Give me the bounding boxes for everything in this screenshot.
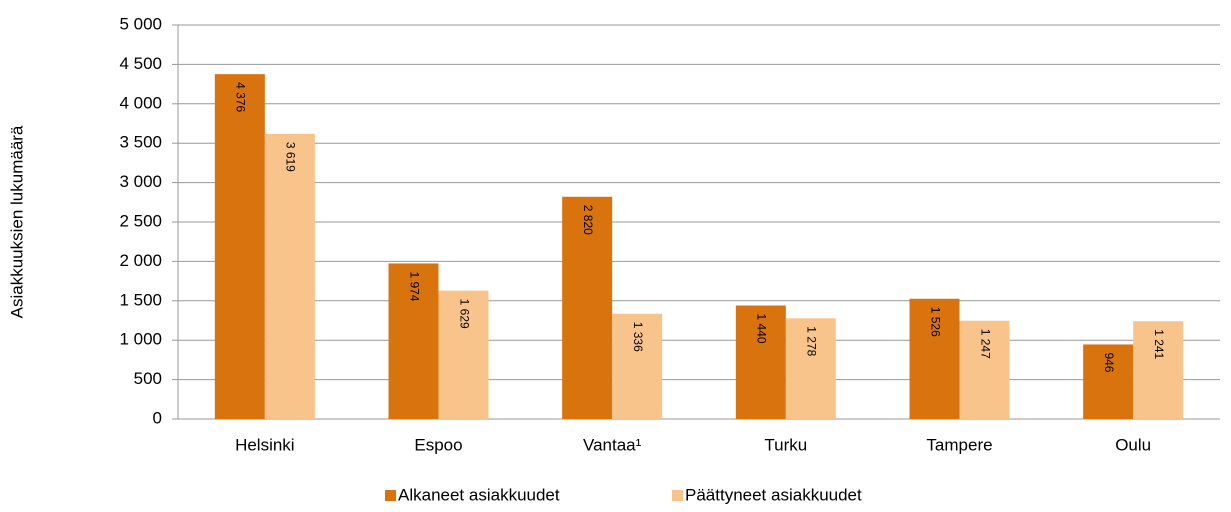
bar xyxy=(214,74,265,419)
value-label: 1 278 xyxy=(805,326,819,356)
y-tick-label: 4 500 xyxy=(119,54,162,73)
legend-label: Alkaneet asiakkuudet xyxy=(398,485,560,504)
value-label: 1 241 xyxy=(1152,329,1166,359)
value-label: 946 xyxy=(1102,352,1116,372)
bar xyxy=(562,196,613,419)
bar xyxy=(438,290,489,419)
y-tick-label: 4 000 xyxy=(119,93,162,112)
bar xyxy=(1133,321,1184,419)
value-label: 1 629 xyxy=(457,299,471,329)
bar xyxy=(785,318,836,419)
x-tick-label: Espoo xyxy=(414,435,462,454)
y-tick-label: 3 500 xyxy=(119,133,162,152)
value-label: 1 526 xyxy=(928,307,942,337)
value-label: 4 376 xyxy=(234,82,248,112)
bar xyxy=(612,313,663,419)
bar xyxy=(909,298,960,419)
y-tick-label: 5 000 xyxy=(119,14,162,33)
bar xyxy=(959,320,1010,419)
legend-swatch xyxy=(385,490,396,501)
value-label: 2 820 xyxy=(581,205,595,235)
y-tick-label: 500 xyxy=(134,369,162,388)
bar xyxy=(388,263,439,419)
legend-label: Päättyneet asiakkuudet xyxy=(685,485,862,504)
x-tick-label: Oulu xyxy=(1115,435,1151,454)
y-tick-label: 1 000 xyxy=(119,330,162,349)
y-tick-label: 0 xyxy=(153,408,162,427)
value-label: 1 440 xyxy=(755,314,769,344)
value-label: 3 619 xyxy=(284,142,298,172)
bar xyxy=(735,305,786,419)
y-axis-label: Asiakkuuksien lukumäärä xyxy=(7,125,26,318)
x-tick-label: Vantaa¹ xyxy=(583,435,642,454)
y-tick-label: 2 500 xyxy=(119,211,162,230)
bar xyxy=(1083,344,1134,419)
value-label: 1 247 xyxy=(978,329,992,359)
value-label: 1 336 xyxy=(631,322,645,352)
x-tick-label: Tampere xyxy=(926,435,992,454)
legend-swatch xyxy=(672,490,683,501)
x-tick-label: Helsinki xyxy=(235,435,295,454)
y-tick-label: 3 000 xyxy=(119,172,162,191)
y-tick-label: 1 500 xyxy=(119,290,162,309)
value-label: 1 974 xyxy=(407,271,421,301)
bar xyxy=(264,133,315,419)
x-tick-label: Turku xyxy=(764,435,807,454)
y-tick-label: 2 000 xyxy=(119,251,162,270)
